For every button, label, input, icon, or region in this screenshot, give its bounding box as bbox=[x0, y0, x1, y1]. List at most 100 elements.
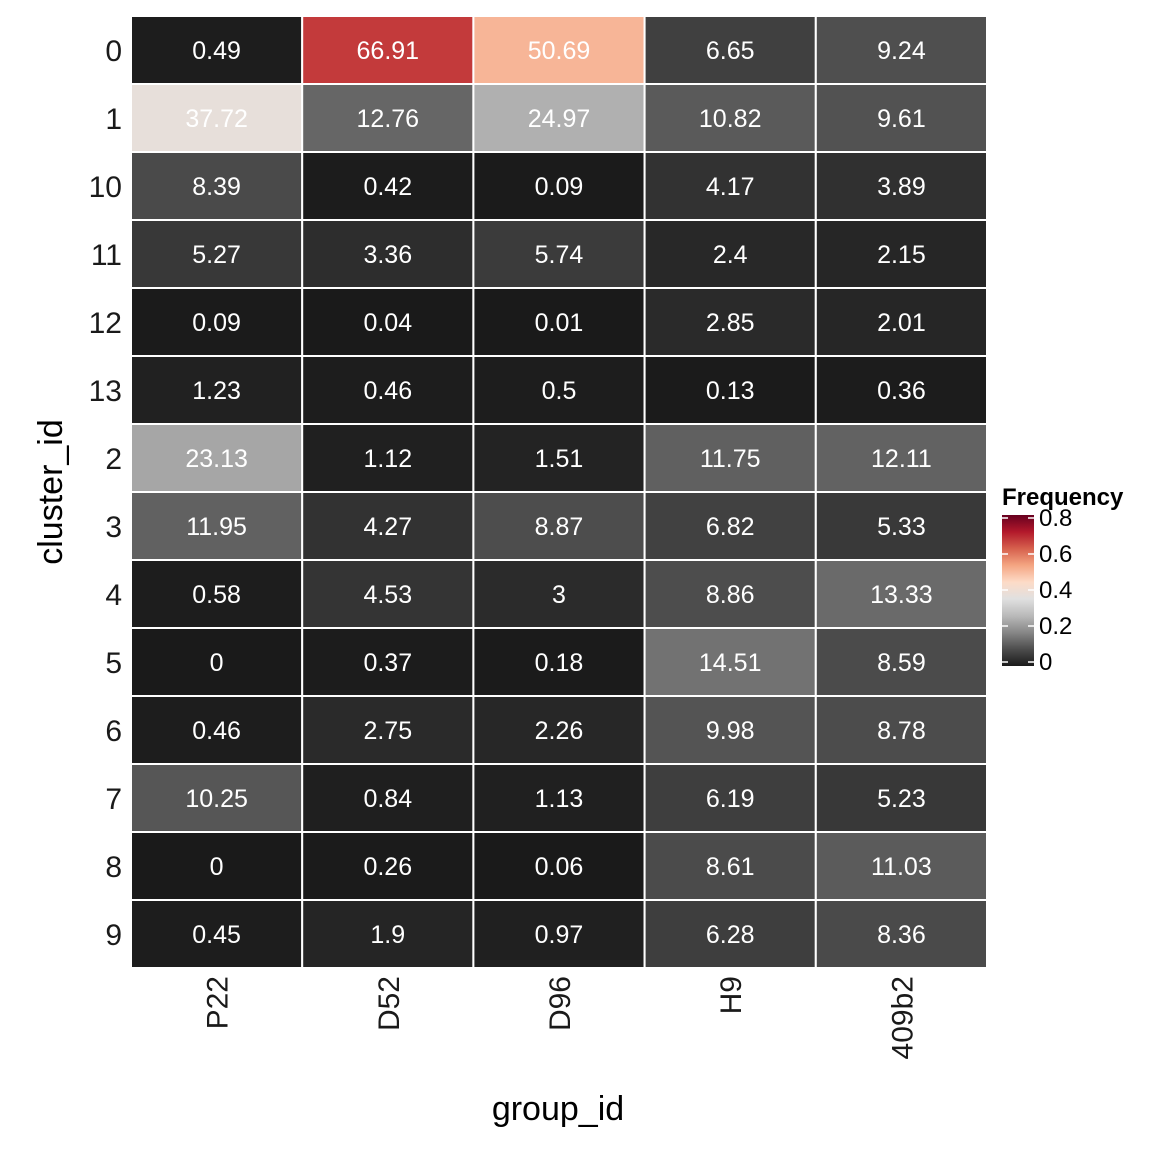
cell-value-label: 3.89 bbox=[877, 173, 926, 201]
cell-value-label: 0 bbox=[210, 649, 224, 677]
cell-value-label: 2.75 bbox=[363, 717, 412, 745]
cell-value-label: 0.42 bbox=[363, 173, 412, 201]
cell-value-label: 0.46 bbox=[192, 717, 241, 745]
cell-value-label: 3 bbox=[552, 581, 566, 609]
x-tick-label: 409b2 bbox=[886, 976, 919, 1059]
y-tick-label: 1 bbox=[105, 103, 122, 136]
y-tick-label: 9 bbox=[105, 919, 122, 952]
legend: Frequency 0 0.2 0.4 0.6 0.8 bbox=[1002, 484, 1124, 676]
cell-value-label: 1.13 bbox=[535, 785, 584, 813]
cell-value-label: 37.72 bbox=[185, 105, 248, 133]
cell-value-label: 6.19 bbox=[706, 785, 755, 813]
cell-value-label: 0.5 bbox=[542, 377, 577, 405]
heatmap-cell bbox=[814, 559, 988, 629]
heatmap-cell bbox=[130, 695, 304, 765]
heatmap-cell bbox=[301, 219, 475, 289]
cell-value-label: 11.75 bbox=[700, 445, 761, 473]
heatmap-cell bbox=[130, 219, 304, 289]
heatmap-cell bbox=[814, 899, 988, 969]
cell-value-label: 8.61 bbox=[706, 853, 755, 881]
cell-value-label: 0.84 bbox=[363, 785, 412, 813]
cell-value-label: 8.86 bbox=[706, 581, 755, 609]
y-axis-title: cluster_id bbox=[32, 419, 70, 565]
y-tick-label: 0 bbox=[105, 35, 122, 68]
heatmap-cell bbox=[643, 627, 817, 697]
cell-value-label: 9.98 bbox=[706, 717, 755, 745]
heatmap-cell bbox=[472, 695, 646, 765]
cell-value-label: 4.27 bbox=[363, 513, 412, 541]
cell-value-label: 4.53 bbox=[363, 581, 412, 609]
cell-value-label: 0.58 bbox=[192, 581, 241, 609]
heatmap-cell bbox=[814, 831, 988, 901]
legend-ticks: 0 0.2 0.4 0.6 0.8 bbox=[1002, 505, 1072, 676]
cell-value-labels: 0.49 66.91 50.69 6.65 9.24 37.72 12.76 24.97 10.… bbox=[185, 37, 932, 949]
heatmap-cell bbox=[472, 15, 646, 85]
cell-value-label: 0.36 bbox=[877, 377, 926, 405]
cell-value-label: 4.17 bbox=[706, 173, 755, 201]
x-tick-label: P22 bbox=[202, 976, 235, 1029]
heatmap-cell bbox=[472, 83, 646, 153]
legend-title: Frequency bbox=[1002, 484, 1124, 511]
heatmap-cell bbox=[472, 287, 646, 357]
x-axis-tick-labels: P22 D52 D96 H9 409b2 bbox=[202, 976, 920, 1059]
heatmap-cells bbox=[130, 15, 988, 969]
cell-value-label: 2.01 bbox=[877, 309, 926, 337]
cell-value-label: 9.24 bbox=[877, 37, 926, 65]
cell-value-label: 0.09 bbox=[192, 309, 241, 337]
x-axis-title: group_id bbox=[492, 1090, 624, 1128]
heatmap-cell bbox=[814, 695, 988, 765]
heatmap-cell bbox=[814, 355, 988, 425]
heatmap-cell bbox=[130, 423, 304, 493]
heatmap-cell bbox=[643, 491, 817, 561]
cell-value-label: 8.39 bbox=[192, 173, 241, 201]
cell-value-label: 50.69 bbox=[528, 37, 591, 65]
heatmap-cell bbox=[643, 899, 817, 969]
cell-value-label: 23.13 bbox=[185, 445, 248, 473]
cell-value-label: 6.28 bbox=[706, 921, 755, 949]
cell-value-label: 5.23 bbox=[877, 785, 926, 813]
cell-value-label: 2.26 bbox=[535, 717, 584, 745]
y-tick-label: 6 bbox=[105, 715, 122, 748]
x-tick-label: H9 bbox=[715, 976, 748, 1014]
y-tick-label: 5 bbox=[105, 647, 122, 680]
heatmap-cell bbox=[130, 831, 304, 901]
heatmap-cell bbox=[130, 15, 304, 85]
heatmap-cell bbox=[643, 151, 817, 221]
cell-value-label: 8.78 bbox=[877, 717, 926, 745]
cell-value-label: 0.49 bbox=[192, 37, 241, 65]
heatmap-cell bbox=[130, 627, 304, 697]
heatmap-cell bbox=[130, 491, 304, 561]
cell-value-label: 0.37 bbox=[363, 649, 412, 677]
cell-value-label: 0.18 bbox=[535, 649, 584, 677]
heatmap-cell bbox=[814, 219, 988, 289]
heatmap-cell bbox=[814, 491, 988, 561]
y-tick-label: 8 bbox=[105, 851, 122, 884]
legend-tick-label: 0.6 bbox=[1039, 541, 1072, 568]
cell-value-label: 8.59 bbox=[877, 649, 926, 677]
cell-value-label: 6.82 bbox=[706, 513, 755, 541]
heatmap-cell bbox=[130, 83, 304, 153]
cell-value-label: 24.97 bbox=[528, 105, 591, 133]
cell-value-label: 0.06 bbox=[535, 853, 584, 881]
heatmap-cell bbox=[301, 627, 475, 697]
cell-value-label: 0.04 bbox=[363, 309, 412, 337]
x-tick-label: D52 bbox=[373, 976, 406, 1031]
heatmap-cell bbox=[643, 831, 817, 901]
heatmap-cell bbox=[472, 219, 646, 289]
cell-value-label: 2.85 bbox=[706, 309, 755, 337]
heatmap-cell bbox=[130, 899, 304, 969]
legend-tick-label: 0 bbox=[1039, 649, 1052, 676]
cell-value-label: 0.09 bbox=[535, 173, 584, 201]
cell-value-label: 1.12 bbox=[363, 445, 412, 473]
heatmap-cell bbox=[301, 151, 475, 221]
x-tick-label: D96 bbox=[544, 976, 577, 1031]
cell-value-label: 1.23 bbox=[192, 377, 241, 405]
y-tick-label: 4 bbox=[105, 579, 122, 612]
cell-value-label: 0.26 bbox=[363, 853, 412, 881]
heatmap-cell bbox=[301, 355, 475, 425]
y-axis-tick-labels: 0 1 10 11 12 13 2 3 4 5 6 7 8 9 bbox=[89, 35, 122, 952]
cell-value-label: 5.33 bbox=[877, 513, 926, 541]
heatmap-cell bbox=[643, 355, 817, 425]
heatmap-cell bbox=[301, 899, 475, 969]
